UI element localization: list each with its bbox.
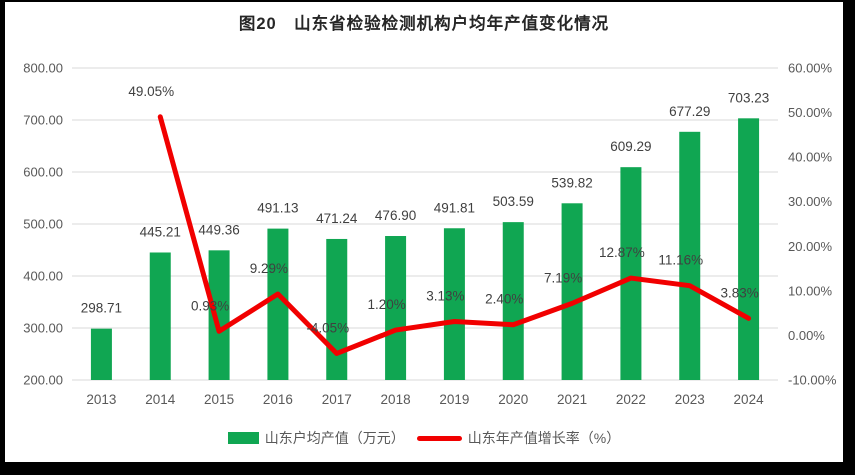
bar — [267, 228, 289, 380]
x-axis-label: 2023 — [675, 392, 705, 407]
bar — [149, 252, 171, 380]
left-axis-tick: 700.00 — [23, 113, 63, 128]
bar — [679, 131, 701, 380]
line-value-label: 2.40% — [485, 292, 523, 307]
right-axis-tick: 0.00% — [788, 328, 825, 343]
chart-canvas: 200.00 300.00 400.00 500.00 600.00 700.00 800.… — [23, 61, 837, 408]
bar — [738, 118, 760, 380]
bar-value-label: 491.81 — [434, 200, 475, 215]
bar — [208, 250, 230, 380]
bar-value-label: 298.71 — [81, 301, 122, 316]
line-value-label: 3.83% — [720, 285, 758, 300]
bar-value-label: 445.21 — [140, 224, 181, 239]
line-value-label: 0.93% — [191, 298, 229, 313]
bar — [385, 236, 407, 380]
x-axis-label: 2018 — [381, 392, 411, 407]
chart-title: 图20 山东省检验检测机构户均年产值变化情况 — [238, 15, 610, 33]
bar — [90, 328, 112, 380]
bar-value-label: 609.29 — [610, 139, 651, 154]
bar — [561, 203, 583, 380]
bar-value-label: 539.82 — [551, 175, 592, 190]
left-axis-tick: 800.00 — [23, 61, 63, 76]
line-value-label: 9.29% — [250, 261, 288, 276]
x-axis-label: 2014 — [145, 392, 176, 407]
bar-value-label: 476.90 — [375, 208, 416, 223]
x-axis-label: 2024 — [734, 392, 765, 407]
right-axis-tick: -10.00% — [788, 373, 837, 388]
bar — [443, 228, 465, 380]
right-axis-tick: 60.00% — [788, 61, 833, 76]
line-value-label: -4.05% — [306, 320, 349, 335]
line-value-label: 11.16% — [658, 253, 703, 268]
chart-panel: 图20 山东省检验检测机构户均年产值变化情况 200.00 300.00 400.0… — [5, 2, 843, 462]
x-axis-label: 2020 — [498, 392, 528, 407]
legend-label-line-series: 山东年产值增长率（%） — [467, 430, 621, 446]
bar-value-label: 449.36 — [198, 222, 239, 237]
left-axis-tick: 400.00 — [23, 269, 63, 284]
right-axis-tick: 40.00% — [788, 150, 833, 165]
bar — [326, 238, 348, 380]
line-value-label: 7.19% — [544, 270, 582, 285]
x-axis-label: 2022 — [616, 392, 646, 407]
x-axis-label: 2016 — [263, 392, 293, 407]
bar-series-swatch-icon — [227, 432, 259, 444]
legend-item-line-series: 山东年产值增长率（%） — [416, 428, 621, 448]
x-axis-label: 2021 — [557, 392, 587, 407]
bar-value-label: 677.29 — [669, 104, 710, 119]
line-value-label: 12.87% — [599, 245, 645, 260]
bar-value-label: 703.23 — [728, 90, 769, 105]
right-axis-tick: 50.00% — [788, 105, 833, 120]
left-axis-tick: 200.00 — [23, 373, 63, 388]
bar — [620, 167, 642, 380]
legend-label-bar-series: 山东户均产值（万元） — [264, 430, 405, 446]
bar-value-label: 503.59 — [493, 194, 534, 209]
line-series-swatch-icon — [416, 435, 462, 441]
bar-value-label: 471.24 — [316, 211, 358, 226]
line-value-label: 49.05% — [128, 84, 174, 99]
bar-value-label: 491.13 — [257, 201, 298, 216]
right-axis-tick: 20.00% — [788, 239, 833, 254]
line-value-label: 3.13% — [426, 288, 464, 303]
x-axis-label: 2019 — [439, 392, 469, 407]
legend: 山东户均产值（万元） 山东年产值增长率（%） — [5, 428, 843, 448]
bar — [502, 222, 524, 380]
right-axis-tick: 30.00% — [788, 194, 833, 209]
x-axis-label: 2013 — [86, 392, 116, 407]
legend-item-bar-series: 山东户均产值（万元） — [227, 428, 405, 448]
left-axis-tick: 500.00 — [23, 217, 63, 232]
x-axis-label: 2017 — [322, 392, 352, 407]
left-axis-tick: 600.00 — [23, 165, 63, 180]
line-value-label: 1.20% — [367, 297, 405, 312]
x-axis-label: 2015 — [204, 392, 234, 407]
right-axis-tick: 10.00% — [788, 283, 833, 298]
left-axis-tick: 300.00 — [23, 321, 63, 336]
growth-rate-line — [157, 114, 752, 356]
